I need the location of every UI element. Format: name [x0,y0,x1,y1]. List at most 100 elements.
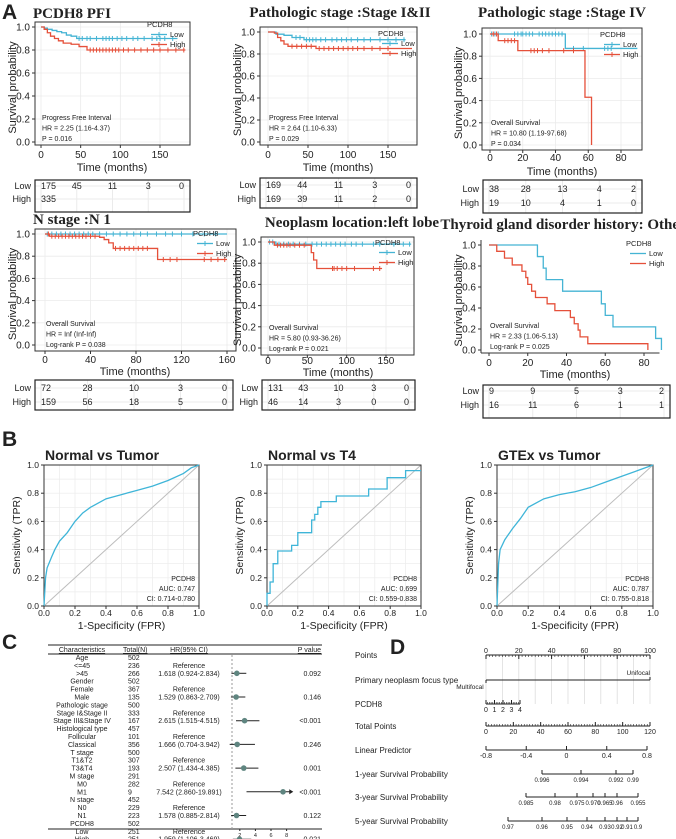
km-plot-5 [478,240,663,356]
legend-title: PCDH8 [626,239,651,248]
y-tick-label: 0.2 [16,115,30,126]
y-tick-label: 1.0 [480,460,492,470]
x-tick-label: 0.0 [491,608,503,618]
row-hr-ci: Reference [173,805,205,812]
chart-title: GTEx vs Tumor [498,447,601,463]
risk-count: 39 [297,194,307,204]
annotation-text: P = 0.029 [269,136,299,143]
row-hr-ci: Reference [173,710,205,717]
km-curve-high [490,33,593,145]
roc-annotation: CI: 0.755-0.818 [601,596,649,603]
x-tick-label: 0.6 [131,608,143,618]
x-tick-label: 0.6 [585,608,597,618]
row-total: 236 [128,663,140,670]
tick-label: 0.97 [502,825,514,831]
annotation-text: Overall Survival [490,323,539,330]
row-hr-ci: 1.666 (0.704-3.942) [158,742,220,749]
risk-table-0 [34,179,191,213]
tick-label: 0 [565,753,569,760]
chart-title: Pathologic stage :Stage I&II [249,5,430,21]
risk-count: 43 [298,383,308,393]
risk-count: 3 [336,397,341,407]
tick-label: 0.96 [611,801,623,807]
roc-plot-0 [41,464,200,609]
y-tick-label: 0.2 [462,325,476,336]
tick-label: 0 [484,707,488,714]
row-label: Pathologic stage [56,702,108,709]
row-total: 101 [128,734,140,741]
tick-label: 0.96 [536,825,548,831]
risk-count: 169 [266,194,281,204]
risk-count: 0 [222,383,227,393]
y-tick-label: 0.0 [242,344,256,355]
legend-label-low: Low [216,239,230,248]
x-tick-label: 0 [42,355,48,366]
y-tick-label: 0.0 [480,601,492,611]
x-tick-label: 1.0 [193,608,205,618]
row-label: N1 [78,813,87,820]
row-label: <=45 [74,663,90,670]
x-tick-label: 80 [615,153,627,164]
row-hr-ci: 1.959 (1.106-3.469) [158,837,220,839]
risk-count: 3 [146,181,151,191]
roc-annotation: PCDH8 [625,576,649,583]
diagonal-reference-line [266,464,422,607]
chart-title: Normal vs Tumor [45,447,160,463]
x-tick-label: 0.0 [261,608,273,618]
y-tick-label: 0.8 [462,262,476,273]
risk-count: 9 [530,386,535,396]
risk-count: 16 [489,400,499,410]
risk-count: 0 [179,181,184,191]
risk-count: 3 [371,383,376,393]
nomogram-row-label: Primary neoplasm focus type [355,676,459,685]
y-axis-label: Sensitivity (TPR) [464,496,476,574]
y-tick-label: 0.6 [463,74,477,85]
y-tick-label: 0.0 [16,138,30,149]
roc-curve [266,469,421,606]
risk-table-frame [482,179,643,214]
legend-title: PCDH8 [375,238,400,247]
nomogram-row-label: Points [355,651,377,660]
chart-title: PCDH8 PFI [33,6,111,22]
tick-label: 0.8 [642,753,652,760]
risk-count: 11 [334,194,343,204]
row-total: 193 [128,766,140,773]
row-total: 135 [128,695,140,702]
risk-row-label: Low [241,383,258,393]
legend-label-low: Low [401,39,415,48]
roc-plot-1 [264,464,422,609]
row-p-value: <0.001 [299,718,321,725]
y-tick-label: 0.6 [250,516,262,526]
y-tick-label: 0.0 [250,601,262,611]
row-total: 251 [128,829,140,836]
km-curve-low [489,244,663,350]
risk-count: 5 [574,386,579,396]
row-label: Stage III&Stage IV [53,718,111,725]
risk-count: 0 [406,194,411,204]
roc-annotation: AUC: 0.699 [381,586,417,593]
nomogram-row-label: 5-year Survival Probability [355,817,448,826]
legend-title: PCDH8 [378,29,403,38]
row-total: 307 [128,758,140,765]
y-tick-label: 1.0 [462,241,476,252]
tick-label: 0.9 [634,825,643,831]
roc-annotation: CI: 0.714-0.780 [147,596,195,603]
y-tick-label: 0.4 [242,301,256,312]
x-tick-label: 0.4 [100,608,112,618]
x-tick-label: 100 [112,150,129,161]
tick-label: 0.992 [608,778,624,784]
y-axis-label: Sensitivity (TPR) [234,496,246,574]
risk-count: 0 [631,198,636,208]
x-axis-label: 1-Specificity (FPR) [531,620,619,632]
y-tick-label: 0.6 [27,516,39,526]
y-tick-label: 1.0 [16,230,30,241]
km-curve-high [45,233,227,261]
y-axis-label: Survival probability [232,43,244,136]
x-tick-label: 100 [340,150,357,161]
x-tick-label: 150 [378,356,395,367]
annotation-text: Log-rank P = 0.038 [46,342,106,349]
row-label: M1 [77,789,87,796]
row-p-value: 0.146 [303,695,321,702]
row-hr-ci: Reference [173,687,205,694]
y-axis-label: Survival probability [7,247,19,340]
